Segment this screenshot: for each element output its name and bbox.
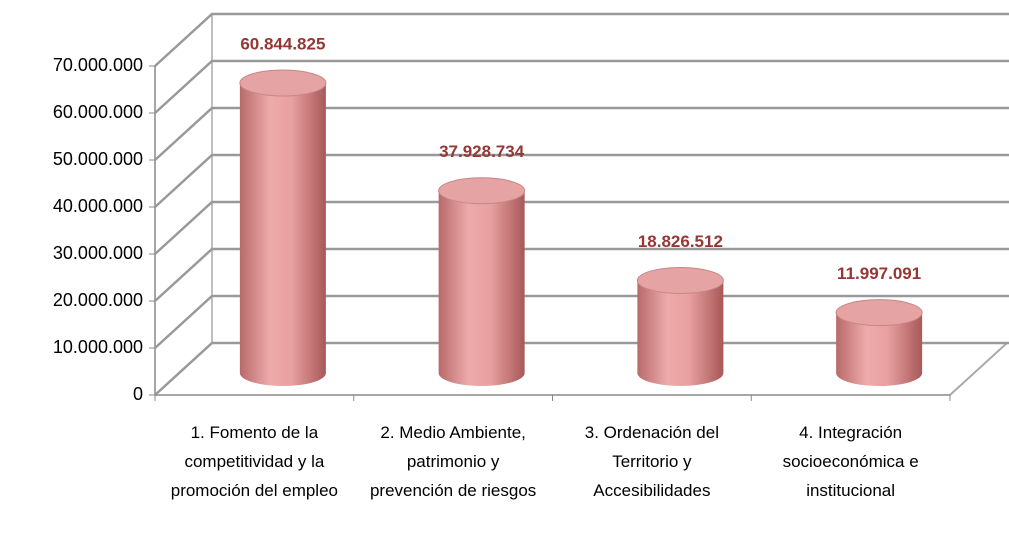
bar-top [636,267,724,295]
y-tick-label: 60.000.000 [53,102,143,122]
value-label: 37.928.734 [439,142,525,161]
bar [637,280,724,386]
grid-line [154,294,1009,349]
y-tick-label: 50.000.000 [53,149,143,169]
grid-line [154,12,1009,67]
bar-top [835,299,923,327]
value-label: 18.826.512 [638,232,723,251]
grid-line [154,59,1009,114]
bar-top [239,69,327,97]
x-tick-label: 3. Ordenación del Territorio y Accesibil… [584,423,719,500]
bar-top [438,177,526,205]
y-tick-label: 40.000.000 [53,196,143,216]
y-tick-label: 30.000.000 [53,243,143,263]
grid-line [154,106,1009,161]
grid-line [154,247,1009,302]
y-tick-label: 70.000.000 [53,55,143,75]
x-tick-label: 2. Medio Ambiente, patrimonio y prevenci… [369,423,537,500]
x-tick-label: 4. Integración socioeconómica e instituc… [782,423,919,500]
grid-line [154,341,1009,396]
bar [239,83,326,386]
y-tick-label: 0 [133,384,143,404]
bar [438,190,525,386]
y-tick-label: 10.000.000 [53,337,143,357]
value-label: 11.997.091 [837,264,921,283]
floor-edge [949,342,1008,396]
value-label: 60.844.825 [240,35,325,54]
bar [836,312,923,386]
y-tick-label: 20.000.000 [53,290,143,310]
grid-line [154,153,1009,208]
grid-line [154,200,1009,255]
x-tick-label: 1. Fomento de la competitividad y la pro… [170,423,338,500]
